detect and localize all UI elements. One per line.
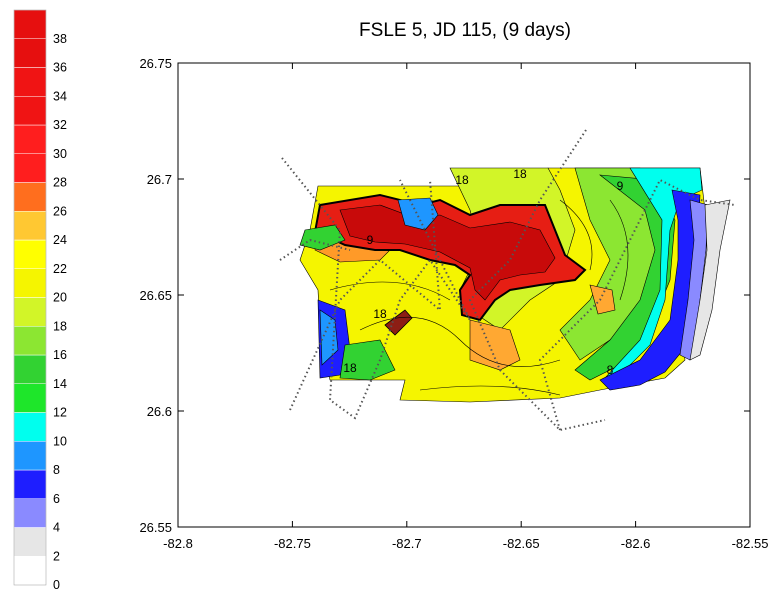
colorbar-swatch xyxy=(13,96,47,126)
colorbar-swatch xyxy=(13,182,47,212)
colorbar-label: 2 xyxy=(53,549,60,563)
colorbar-label: 12 xyxy=(53,406,67,420)
colorbar-label: 30 xyxy=(53,147,67,161)
x-tick-label: -82.75 xyxy=(274,536,311,551)
region-orange-south xyxy=(469,319,521,371)
colorbar-swatch xyxy=(13,556,47,586)
x-tick-label: -82.7 xyxy=(392,536,422,551)
colorbar-swatch xyxy=(13,38,47,68)
region-orange-east xyxy=(589,284,616,315)
x-tick-label: -82.8 xyxy=(163,536,193,551)
colorbar-label: 36 xyxy=(53,61,67,75)
colorbar-swatch xyxy=(13,297,47,327)
colorbar-swatch xyxy=(13,124,47,154)
colorbar-swatch xyxy=(13,469,47,499)
colorbar-label: 28 xyxy=(53,176,67,190)
contour-line xyxy=(329,281,451,301)
contour-label: 9 xyxy=(617,179,624,193)
colorbar-label: 38 xyxy=(53,32,67,46)
colorbar-label: 10 xyxy=(53,434,67,448)
colorbar-swatch xyxy=(13,268,47,298)
region-west-lightblue xyxy=(319,309,339,366)
colorbar-swatch xyxy=(13,326,47,356)
colorbar-label: 8 xyxy=(53,463,60,477)
colorbar-swatch xyxy=(13,527,47,557)
contour-label: 18 xyxy=(513,167,527,181)
drifter-track xyxy=(279,238,351,261)
fsle-field: 18 18 9 9 18 18 8 xyxy=(279,129,736,432)
colorbar-swatch xyxy=(13,383,47,413)
x-tick-label: -82.55 xyxy=(732,536,769,551)
contour-label: 9 xyxy=(367,233,374,247)
colorbar-label: 24 xyxy=(53,233,67,247)
colorbar-swatch xyxy=(13,412,47,442)
y-tick-label: 26.7 xyxy=(147,172,172,187)
contour-label: 18 xyxy=(373,307,387,321)
contour-label: 18 xyxy=(343,361,357,375)
colorbar-swatch xyxy=(13,211,47,241)
x-tick-label: -82.65 xyxy=(503,536,540,551)
colorbar-label: 32 xyxy=(53,118,67,132)
drifter-track xyxy=(468,129,606,432)
colorbar-swatch xyxy=(13,441,47,471)
region-2-4 xyxy=(689,199,731,361)
region-core xyxy=(339,204,556,301)
colorbar-label: 26 xyxy=(53,204,67,218)
x-tick-label: -82.6 xyxy=(621,536,651,551)
colorbar-label: 4 xyxy=(53,521,60,535)
region-sw-dot xyxy=(384,309,413,336)
colorbar-swatch xyxy=(13,153,47,183)
colorbar-label: 22 xyxy=(53,262,67,276)
colorbar-label: 16 xyxy=(53,348,67,362)
y-tick-label: 26.75 xyxy=(139,56,172,71)
colorbar-label: 14 xyxy=(53,377,67,391)
y-axis: 26.55 26.6 26.65 26.7 26.75 xyxy=(139,56,750,535)
colorbar-label: 20 xyxy=(53,291,67,305)
region-west-green xyxy=(339,339,396,381)
contour-label: 8 xyxy=(607,363,614,377)
colorbar-swatch xyxy=(13,67,47,97)
region-north-blue xyxy=(397,197,439,231)
colorbar-swatch xyxy=(13,498,47,528)
colorbar-label: 0 xyxy=(53,578,60,591)
contour-line xyxy=(559,199,593,271)
y-tick-label: 26.65 xyxy=(139,288,172,303)
colorbar-label: 18 xyxy=(53,319,67,333)
region-10-12 xyxy=(604,167,703,379)
contour-label: 18 xyxy=(455,173,469,187)
drifter-track xyxy=(538,178,736,431)
x-axis: -82.8 -82.75 -82.7 -82.65 -82.6 -82.55 xyxy=(163,63,768,551)
colorbar-label: 34 xyxy=(53,89,67,103)
y-tick-label: 26.6 xyxy=(147,404,172,419)
y-tick-label: 26.55 xyxy=(139,520,172,535)
drifter-track xyxy=(281,157,471,420)
chart-title: FSLE 5, JD 115, (9 days) xyxy=(359,20,571,41)
contour-line xyxy=(419,385,561,396)
colorbar-swatch xyxy=(13,239,47,269)
colorbar-frame xyxy=(13,9,47,586)
colorbar-label: 6 xyxy=(53,492,60,506)
colorbar-swatch xyxy=(13,9,47,39)
contour-line xyxy=(609,199,629,301)
colorbar-swatch xyxy=(13,354,47,384)
